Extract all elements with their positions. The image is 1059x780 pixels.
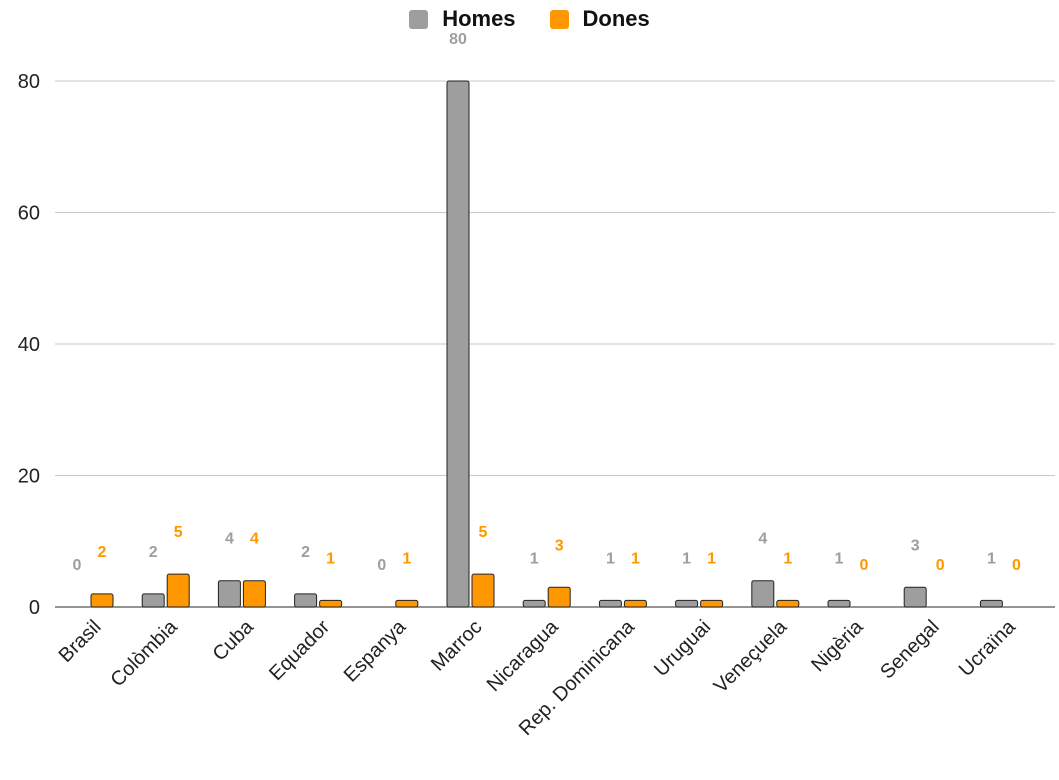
legend-label-homes: Homes bbox=[442, 6, 516, 31]
x-tick-label: Brasil bbox=[55, 616, 106, 667]
x-tick-label: Cuba bbox=[209, 615, 259, 665]
data-label-homes: 0 bbox=[73, 557, 82, 574]
bar-homes bbox=[217, 580, 241, 608]
data-label-homes: 1 bbox=[987, 550, 996, 567]
data-label-homes: 4 bbox=[758, 531, 767, 548]
y-tick-label: 80 bbox=[18, 71, 40, 93]
data-label-homes: 4 bbox=[225, 531, 234, 548]
data-label-dones: 2 bbox=[98, 544, 107, 561]
data-label-homes: 1 bbox=[682, 550, 691, 567]
y-tick-label: 20 bbox=[18, 466, 40, 488]
bar-homes bbox=[522, 599, 546, 608]
x-tick-label: Nigèria bbox=[807, 615, 868, 676]
data-label-homes: 3 bbox=[911, 537, 920, 554]
data-label-dones: 1 bbox=[707, 550, 716, 567]
data-label-dones: 1 bbox=[402, 550, 411, 567]
bar-homes bbox=[598, 599, 622, 608]
data-label-dones: 5 bbox=[479, 524, 488, 541]
data-label-homes: 2 bbox=[301, 544, 310, 561]
x-tick-label: Marroc bbox=[427, 616, 487, 676]
data-label-dones: 4 bbox=[250, 531, 259, 548]
data-label-dones: 1 bbox=[631, 550, 640, 567]
data-label-homes: 1 bbox=[606, 550, 615, 567]
bar-dones bbox=[700, 599, 724, 608]
legend-item-dones: Dones bbox=[549, 6, 650, 32]
bar-dones bbox=[242, 580, 266, 608]
bar-homes bbox=[979, 599, 1003, 608]
bar-dones bbox=[623, 599, 647, 608]
bar-homes bbox=[751, 580, 775, 608]
x-tick-label: Nicaragua bbox=[483, 615, 564, 696]
legend-item-homes: Homes bbox=[409, 6, 516, 32]
bar-homes bbox=[294, 593, 318, 608]
data-label-homes: 2 bbox=[149, 544, 158, 561]
data-label-dones: 0 bbox=[1012, 557, 1021, 574]
bar-dones bbox=[319, 599, 343, 608]
data-label-homes: 80 bbox=[449, 31, 467, 48]
bar-dones bbox=[90, 593, 114, 608]
bar-dones bbox=[471, 573, 495, 608]
data-label-dones: 3 bbox=[555, 537, 564, 554]
legend-swatch-homes bbox=[409, 9, 429, 29]
y-tick-label: 0 bbox=[29, 597, 40, 619]
x-tick-label: Espanya bbox=[340, 615, 411, 686]
x-tick-label: Veneçuela bbox=[710, 615, 792, 697]
bar-homes bbox=[141, 593, 165, 608]
x-tick-label: Uruguai bbox=[650, 616, 715, 681]
bar-homes bbox=[827, 599, 851, 608]
x-tick-label: Ucraïna bbox=[955, 615, 1021, 681]
bar-dones bbox=[776, 599, 800, 608]
bar-dones bbox=[547, 586, 571, 608]
bar-homes bbox=[446, 80, 470, 608]
data-label-dones: 0 bbox=[860, 557, 869, 574]
bar-dones bbox=[395, 599, 419, 608]
legend-swatch-dones bbox=[549, 9, 569, 29]
data-label-dones: 1 bbox=[326, 550, 335, 567]
data-label-dones: 0 bbox=[936, 557, 945, 574]
x-tick-label: Equador bbox=[265, 616, 334, 685]
bar-homes bbox=[903, 586, 927, 608]
bar-dones bbox=[166, 573, 190, 608]
legend-label-dones: Dones bbox=[582, 6, 650, 31]
x-tick-label: Senegal bbox=[876, 616, 943, 683]
data-label-homes: 0 bbox=[377, 557, 386, 574]
data-label-dones: 5 bbox=[174, 524, 183, 541]
legend: Homes Dones bbox=[0, 4, 1059, 34]
data-label-homes: 1 bbox=[835, 550, 844, 567]
data-label-dones: 1 bbox=[783, 550, 792, 567]
bar-homes bbox=[675, 599, 699, 608]
x-tick-label: Colòmbia bbox=[106, 615, 182, 691]
y-tick-label: 60 bbox=[18, 203, 40, 225]
data-label-homes: 1 bbox=[530, 550, 539, 567]
y-tick-label: 40 bbox=[18, 334, 40, 356]
